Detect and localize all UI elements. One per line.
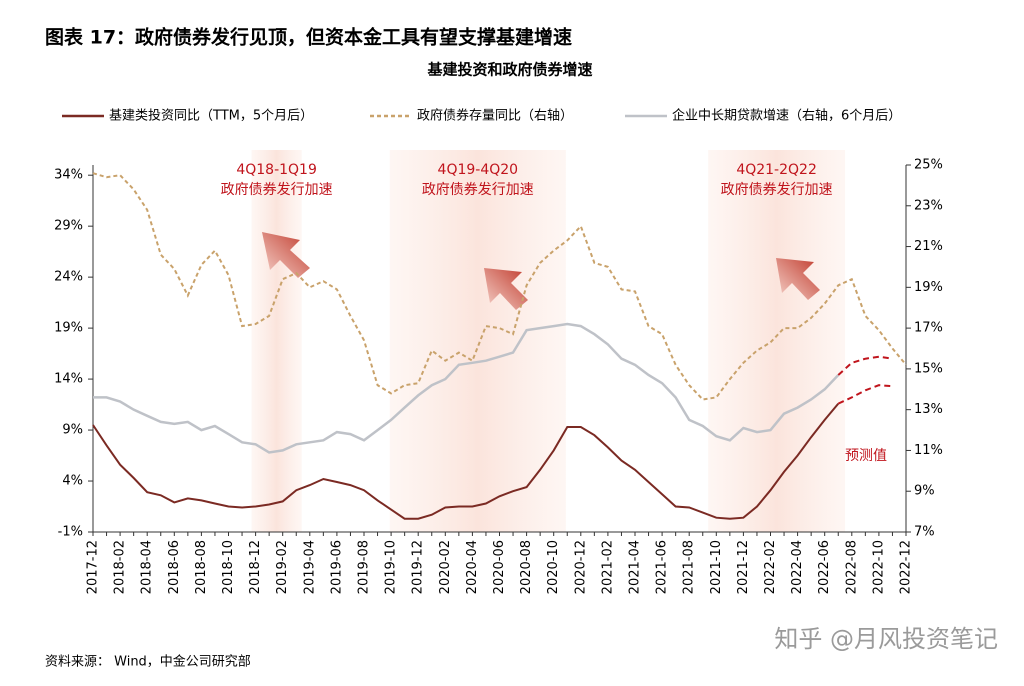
x-tick-label: 2020-06 [492,540,507,594]
x-tick-label: 2020-04 [465,540,480,594]
highlight-period: 4Q19-4Q20 [438,162,519,178]
y-tick-label: 9% [62,423,83,438]
x-tick-label: 2019-08 [357,540,372,594]
x-tick-label: 2018-06 [167,540,182,594]
y-tick-label: 14% [54,372,83,387]
y2-tick-label: 19% [914,280,943,295]
y-tick-label: 19% [54,321,83,336]
x-tick-label: 2021-10 [709,540,724,594]
highlight-text: 政府债券发行加速 [221,182,333,198]
chart-title: 图表 17：政府债券发行见顶，但资本金工具有望支撑基建增速 [45,26,572,49]
x-tick-label: 2018-04 [140,540,155,594]
x-tick-label: 2018-02 [113,540,128,594]
highlight-band [389,150,566,532]
y2-tick-label: 15% [914,361,943,376]
x-tick-label: 2021-04 [628,540,643,594]
forecast-label: 预测值 [845,448,887,464]
y-tick-label: 24% [54,270,83,285]
x-tick-label: 2019-04 [302,540,317,594]
x-tick-label: 2019-06 [329,540,344,594]
y-tick-label: 29% [54,219,83,234]
watermark: 知乎 @月风投资笔记 [774,625,998,653]
y2-tick-label: 25% [914,158,943,173]
x-tick-label: 2020-08 [519,540,534,594]
highlight-text: 政府债券发行加速 [422,182,534,198]
series-line [93,322,840,454]
forecast-line [837,384,893,405]
y2-tick-label: 7% [914,525,935,540]
x-tick-label: 2017-12 [86,540,101,594]
x-tick-label: 2018-10 [221,540,236,594]
y-tick-label: 4% [62,474,83,489]
x-tick-label: 2022-10 [871,540,886,594]
source: 资料来源： Wind，中金公司研究部 [45,654,251,670]
legend-label: 企业中长期贷款增速（右轴，6个月后） [672,108,901,124]
x-tick-label: 2022-02 [763,540,778,594]
x-tick-label: 2019-12 [411,540,426,594]
arrow [776,258,820,300]
y2-tick-label: 23% [914,198,943,213]
highlight-period: 4Q18-1Q19 [236,162,317,178]
x-tick-label: 2021-08 [682,540,697,594]
x-tick-label: 2022-12 [899,540,914,594]
arrow [484,268,528,310]
x-tick-label: 2020-10 [546,540,561,594]
x-tick-label: 2022-08 [844,540,859,594]
x-tick-label: 2020-12 [573,540,588,594]
legend-label: 政府债券存量同比（右轴） [417,108,573,124]
x-tick-label: 2022-06 [817,540,832,594]
y2-tick-label: 21% [914,239,943,254]
y-tick-label: -1% [58,525,83,540]
x-tick-label: 2018-08 [194,540,209,594]
highlight-band [708,150,846,532]
x-tick-label: 2020-02 [438,540,453,594]
forecast-line [837,355,893,376]
x-tick-label: 2019-02 [275,540,290,594]
highlight-text: 政府债券发行加速 [721,182,833,198]
x-tick-label: 2021-06 [655,540,670,594]
y2-tick-label: 9% [914,484,935,499]
y2-tick-label: 11% [914,443,943,458]
x-tick-label: 2021-02 [600,540,615,594]
y2-tick-label: 13% [914,402,943,417]
chart-subtitle: 基建投资和政府债券增速 [426,61,592,79]
x-tick-label: 2018-12 [248,540,263,594]
y2-tick-label: 17% [914,321,943,336]
arrow [262,232,310,278]
x-tick-label: 2021-12 [736,540,751,594]
x-tick-label: 2019-10 [384,540,399,594]
y-tick-label: 34% [54,168,83,183]
x-tick-label: 2022-04 [790,540,805,594]
highlight-band [251,150,302,532]
series-line [92,402,840,520]
legend-label: 基建类投资同比（TTM，5个月后） [109,108,313,124]
highlight-period: 4Q21-2Q22 [736,162,817,178]
